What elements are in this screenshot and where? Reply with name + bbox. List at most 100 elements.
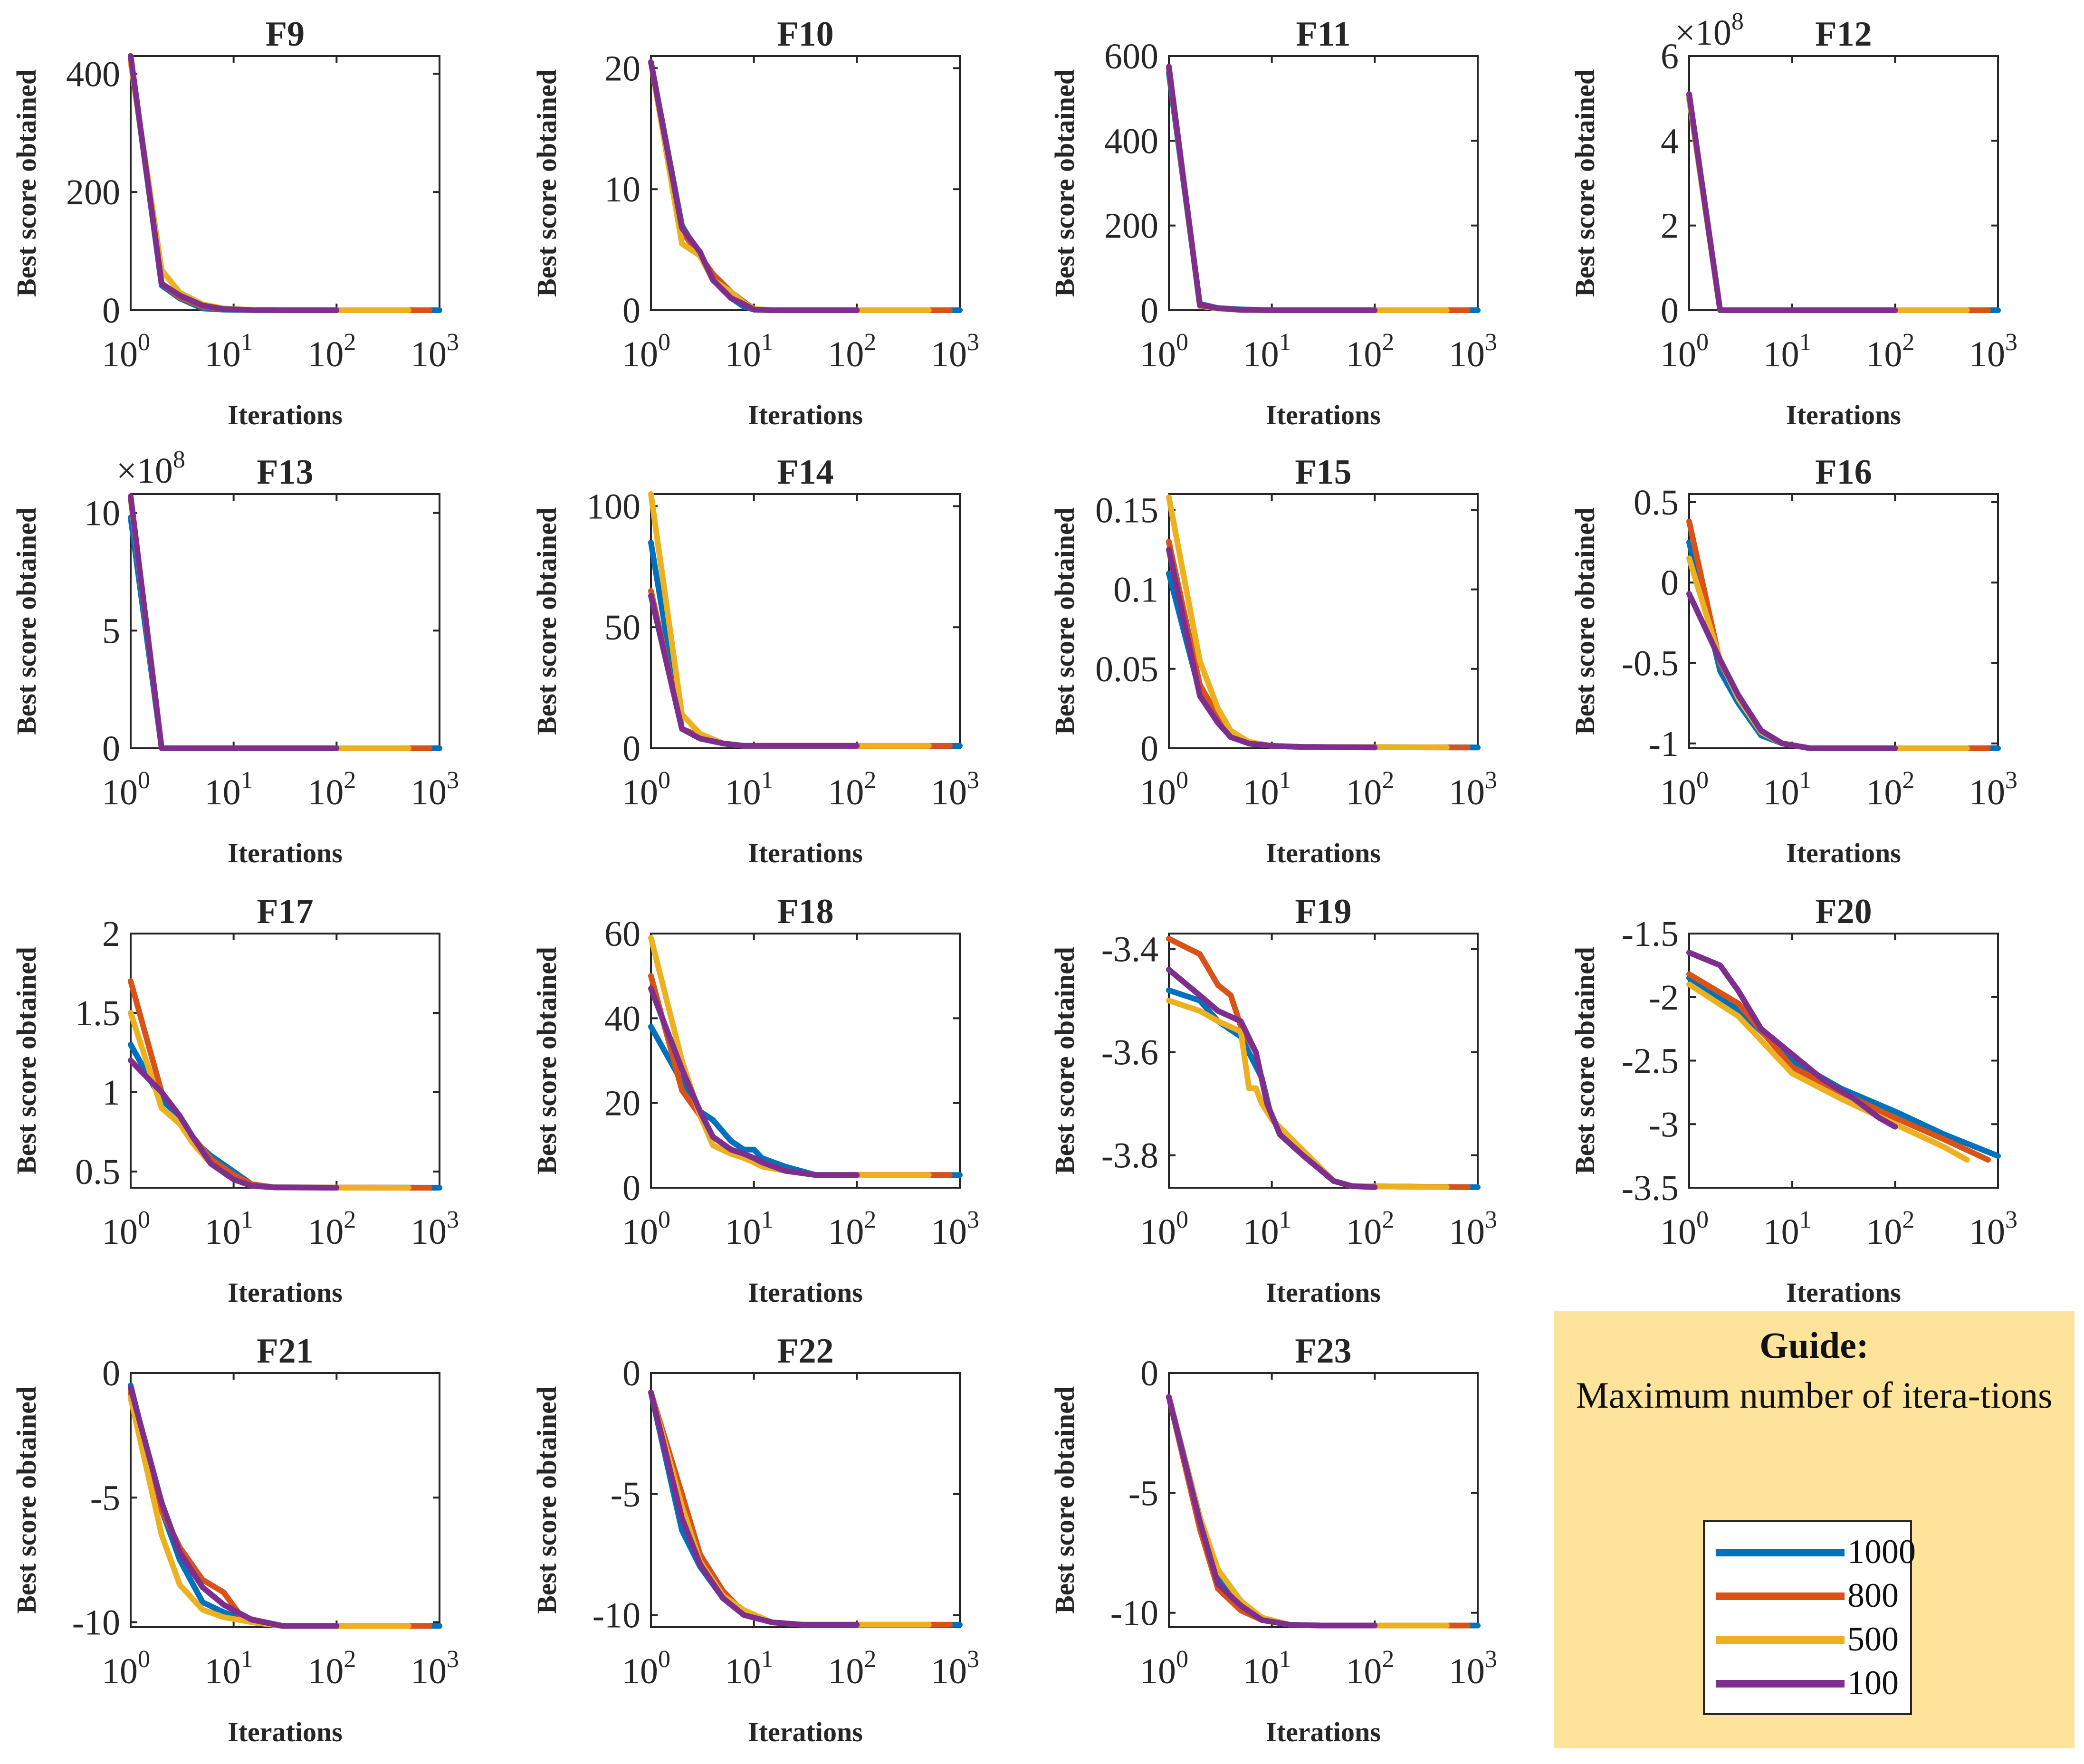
x-axis-label: Iterations: [748, 400, 863, 430]
y-axis-label: Best score obtained: [1569, 947, 1600, 1174]
x-axis-label: Iterations: [1786, 838, 1901, 868]
y-axis-label: Best score obtained: [1569, 507, 1600, 735]
x-tick-label: 102: [1866, 329, 1914, 374]
y-tick-label: 200: [66, 172, 120, 212]
y-tick-label: -3.5: [1622, 1168, 1679, 1208]
axes-box: [130, 55, 440, 311]
x-tick-label: 101: [725, 1206, 774, 1252]
x-axis-label: Iterations: [1266, 1716, 1381, 1747]
y-tick-label: -1: [1649, 724, 1679, 764]
x-tick-label: 101: [1763, 1206, 1812, 1252]
axes-box: [650, 55, 961, 311]
series-line-100: [128, 1385, 340, 1629]
y-axis-label: Best score obtained: [11, 69, 42, 297]
y-tick-label: -10: [593, 1596, 640, 1636]
x-axis-label: Iterations: [1786, 400, 1901, 430]
y-tick-label: -3.6: [1101, 1033, 1158, 1073]
y-tick-label: 0: [622, 291, 640, 331]
x-tick-label: 103: [411, 767, 459, 812]
chart-title: F11: [1296, 15, 1350, 54]
y-axis-label: Best score obtained: [11, 507, 42, 735]
chart-title: F15: [1295, 453, 1351, 492]
chart-title: F17: [257, 892, 313, 931]
y-tick-label: 400: [66, 54, 120, 94]
x-tick-label: 101: [1243, 767, 1291, 812]
y-axis-label: Best score obtained: [11, 947, 42, 1174]
x-tick-label: 101: [205, 1646, 253, 1691]
y-tick-label: 0: [102, 291, 120, 331]
x-axis-label: Iterations: [1266, 400, 1381, 430]
y-tick-label: -3.8: [1101, 1136, 1158, 1176]
x-tick-label: 100: [1140, 767, 1188, 812]
y-tick-label: 400: [1104, 121, 1158, 161]
y-tick-label: 4: [1661, 121, 1679, 161]
legend-label: 100: [1847, 1664, 1899, 1702]
y-tick-label: 0.5: [1634, 483, 1679, 523]
y-tick-label: 0.15: [1095, 490, 1158, 530]
y-tick-label: 200: [1104, 206, 1158, 246]
axes-box: [130, 933, 440, 1189]
y-axis-label: Best score obtained: [531, 69, 562, 297]
chart-title: F19: [1295, 892, 1351, 931]
x-tick-label: 102: [307, 1646, 356, 1691]
series-line-100: [1166, 967, 1378, 1190]
y-tick-label: 0.1: [1113, 570, 1158, 610]
x-tick-label: 103: [931, 1646, 979, 1691]
y-axis-label: Best score obtained: [531, 507, 562, 735]
subplot-f13: 100 101 102 103 0 5 10×108 F13 Iterations Best sc…: [11, 446, 459, 868]
x-tick-label: 101: [205, 767, 253, 812]
y-axis-label: Best score obtained: [11, 1386, 42, 1614]
x-axis-label: Iterations: [748, 1277, 863, 1308]
x-tick-label: 101: [725, 767, 774, 812]
y-axis-label: Best score obtained: [1049, 507, 1080, 735]
axes-box: [130, 493, 440, 749]
x-tick-label: 101: [725, 1646, 774, 1691]
x-axis-label: Iterations: [1266, 838, 1381, 868]
series-line-100: [648, 593, 860, 749]
y-exponent-label: ×108: [1675, 8, 1744, 53]
x-tick-label: 100: [1140, 1646, 1188, 1691]
legend-swatch: [1716, 1680, 1845, 1688]
chart-title: F23: [1295, 1332, 1351, 1371]
y-tick-label: -3: [1649, 1105, 1679, 1144]
x-tick-label: 103: [931, 329, 979, 374]
y-tick-label: 2: [102, 914, 120, 954]
subplot-f22: 100 101 102 103 -10 -5 0 F22 Iterations Best scor…: [531, 1332, 979, 1747]
x-tick-label: 103: [411, 329, 459, 374]
y-tick-label: 100: [586, 486, 640, 526]
y-tick-label: -3.4: [1101, 930, 1158, 970]
guide-title: Guide:: [1759, 1325, 1869, 1366]
subplot-f20: 100 101 102 103 -3.5 -3 -2.5 -2 -1.5 F20 Iteration…: [1569, 892, 2017, 1308]
x-tick-label: 102: [828, 1646, 876, 1691]
series-line-100: [1166, 64, 1378, 313]
y-tick-label: 0: [102, 1354, 120, 1393]
guide-description: Maximum number of itera-tions: [1576, 1374, 2053, 1416]
y-tick-label: -2: [1649, 978, 1679, 1018]
x-tick-label: 101: [205, 329, 253, 374]
y-tick-label: -5: [611, 1475, 640, 1515]
x-tick-label: 102: [1346, 1646, 1394, 1691]
subplot-f9: 100 101 102 103 0 200 400 F9 Iterations Best scor…: [11, 15, 459, 430]
y-tick-label: 0: [102, 729, 120, 769]
subplot-f14: 100 101 102 103 0 50 100 F14 Iterations Best scor…: [531, 453, 979, 868]
axes-box: [650, 493, 961, 749]
series-line-100: [128, 1058, 340, 1191]
axes-box: [1688, 493, 1999, 749]
y-tick-label: 60: [604, 914, 640, 954]
y-tick-label: -5: [90, 1478, 120, 1518]
x-tick-label: 101: [1763, 329, 1812, 374]
series-line-100: [648, 985, 860, 1178]
axes-box: [1168, 55, 1479, 311]
y-tick-label: 20: [604, 1084, 640, 1124]
x-tick-label: 101: [725, 329, 774, 374]
y-tick-label: -1.5: [1622, 914, 1679, 954]
series-line-100: [648, 59, 860, 313]
x-axis-label: Iterations: [1786, 1277, 1901, 1308]
x-tick-label: 103: [931, 1206, 979, 1252]
x-tick-label: 103: [1449, 329, 1497, 374]
axes-box: [650, 933, 961, 1189]
y-tick-label: -10: [1110, 1593, 1158, 1633]
y-tick-label: 0: [1140, 1354, 1158, 1393]
x-tick-label: 102: [307, 1206, 356, 1252]
